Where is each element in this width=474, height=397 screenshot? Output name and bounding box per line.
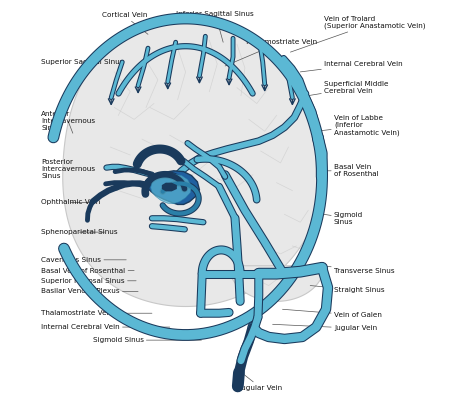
- Text: Posterior
Intercavernous
Sinus: Posterior Intercavernous Sinus: [41, 159, 95, 179]
- Text: Vein of Trolard
(Superior Anastamotic Vein): Vein of Trolard (Superior Anastamotic Ve…: [291, 16, 426, 52]
- Polygon shape: [162, 183, 177, 191]
- Polygon shape: [63, 19, 322, 306]
- Text: Jugular Vein: Jugular Vein: [239, 370, 282, 391]
- Text: Cortical Vein: Cortical Vein: [101, 12, 148, 34]
- Text: Internal Cerebral Vein: Internal Cerebral Vein: [301, 61, 402, 72]
- Text: Straight Sinus: Straight Sinus: [310, 285, 384, 293]
- Text: Jugular Vein: Jugular Vein: [273, 324, 377, 331]
- Text: Vein of Labbe
(Inferior
Anastamotic Vein): Vein of Labbe (Inferior Anastamotic Vein…: [316, 115, 400, 136]
- Text: Vein of Galen: Vein of Galen: [283, 309, 382, 318]
- Text: Anterior
Intercavernous
Sinus: Anterior Intercavernous Sinus: [41, 111, 95, 133]
- Polygon shape: [151, 174, 191, 204]
- Text: Transverse Sinus: Transverse Sinus: [322, 266, 394, 274]
- Text: Sigmoid Sinus: Sigmoid Sinus: [92, 337, 201, 343]
- Text: Basal Vein of Rosenthal: Basal Vein of Rosenthal: [41, 268, 134, 274]
- Text: Basal Vein
of Rosenthal: Basal Vein of Rosenthal: [322, 164, 379, 177]
- Polygon shape: [231, 266, 324, 301]
- Text: Cavernous Sinus: Cavernous Sinus: [41, 257, 126, 263]
- Text: Superficial Middle
Cerebral Vein: Superficial Middle Cerebral Vein: [308, 81, 389, 96]
- Text: Ophthalmic Vein: Ophthalmic Vein: [41, 199, 100, 206]
- Text: Superior Petrosal Sinus: Superior Petrosal Sinus: [41, 278, 136, 284]
- Text: Sigmoid
Sinus: Sigmoid Sinus: [324, 212, 363, 225]
- Text: Inferior Sagittal Sinus: Inferior Sagittal Sinus: [176, 10, 254, 42]
- Text: Sphenoparietal Sinus: Sphenoparietal Sinus: [41, 229, 118, 235]
- Text: Internal Cerebral Vein: Internal Cerebral Vein: [41, 324, 170, 330]
- Text: Superior Sagittal Sinus: Superior Sagittal Sinus: [41, 59, 124, 65]
- Polygon shape: [145, 171, 200, 204]
- Text: Thalamostriate Vein: Thalamostriate Vein: [225, 39, 317, 66]
- Text: Basilar Venous Plexus: Basilar Venous Plexus: [41, 289, 138, 295]
- Text: Thalamostriate Vein: Thalamostriate Vein: [41, 310, 152, 316]
